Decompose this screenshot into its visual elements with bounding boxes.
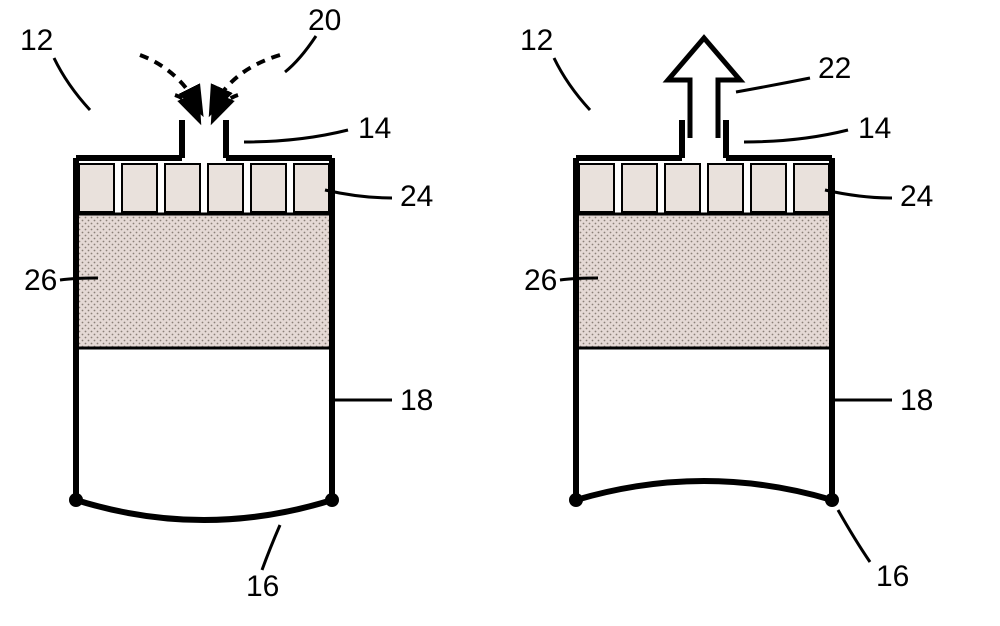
label-14a: 14: [358, 112, 391, 145]
grid-block: [794, 164, 829, 212]
left-unit: [54, 36, 392, 570]
label-20: 20: [308, 4, 341, 37]
lead-16b: [838, 510, 870, 562]
label-18a: 18: [400, 384, 433, 417]
grid-block: [251, 164, 286, 212]
inflow-arrow-1: [140, 55, 200, 110]
left-diaphragm: [76, 500, 332, 520]
diagram-canvas: 12 20 14 24 26 18 16 12 22 14 24 26 18 1…: [0, 0, 1000, 626]
grid-block: [579, 164, 614, 212]
left-pivot-r: [325, 493, 339, 507]
right-diaphragm: [576, 481, 832, 500]
left-grid-row: [79, 164, 329, 212]
label-24b: 24: [900, 180, 933, 213]
label-18b: 18: [900, 384, 933, 417]
grid-block: [79, 164, 114, 212]
grid-block: [708, 164, 743, 212]
inflow-arrow-4: [214, 95, 238, 118]
inflow-arrow-2: [212, 55, 280, 110]
left-body-block: [79, 214, 329, 348]
lead-14b: [744, 130, 848, 142]
grid-block: [122, 164, 157, 212]
right-body-block: [579, 214, 829, 348]
grid-block: [622, 164, 657, 212]
grid-block: [294, 164, 329, 212]
lead-20: [285, 36, 316, 72]
right-pivot-l: [569, 493, 583, 507]
grid-block: [165, 164, 200, 212]
grid-block: [208, 164, 243, 212]
lead-24b: [825, 190, 892, 198]
label-12b: 12: [520, 24, 553, 57]
right-pivot-r: [825, 493, 839, 507]
lead-16a: [262, 525, 280, 570]
lead-22: [736, 78, 810, 92]
grid-block: [665, 164, 700, 212]
grid-block: [751, 164, 786, 212]
label-24a: 24: [400, 180, 433, 213]
label-12a: 12: [20, 24, 53, 57]
right-unit: [554, 38, 892, 562]
label-22: 22: [818, 52, 851, 85]
left-pivot-l: [69, 493, 83, 507]
label-16b: 16: [876, 560, 909, 593]
outflow-arrow: [668, 38, 740, 138]
lead-24a: [325, 190, 392, 198]
lead-12a: [54, 58, 90, 110]
right-grid-row: [579, 164, 829, 212]
lead-12b: [554, 58, 590, 110]
lead-14a: [244, 130, 348, 142]
label-26b: 26: [524, 264, 557, 297]
label-14b: 14: [858, 112, 891, 145]
label-16a: 16: [246, 570, 279, 603]
label-26a: 26: [24, 264, 57, 297]
